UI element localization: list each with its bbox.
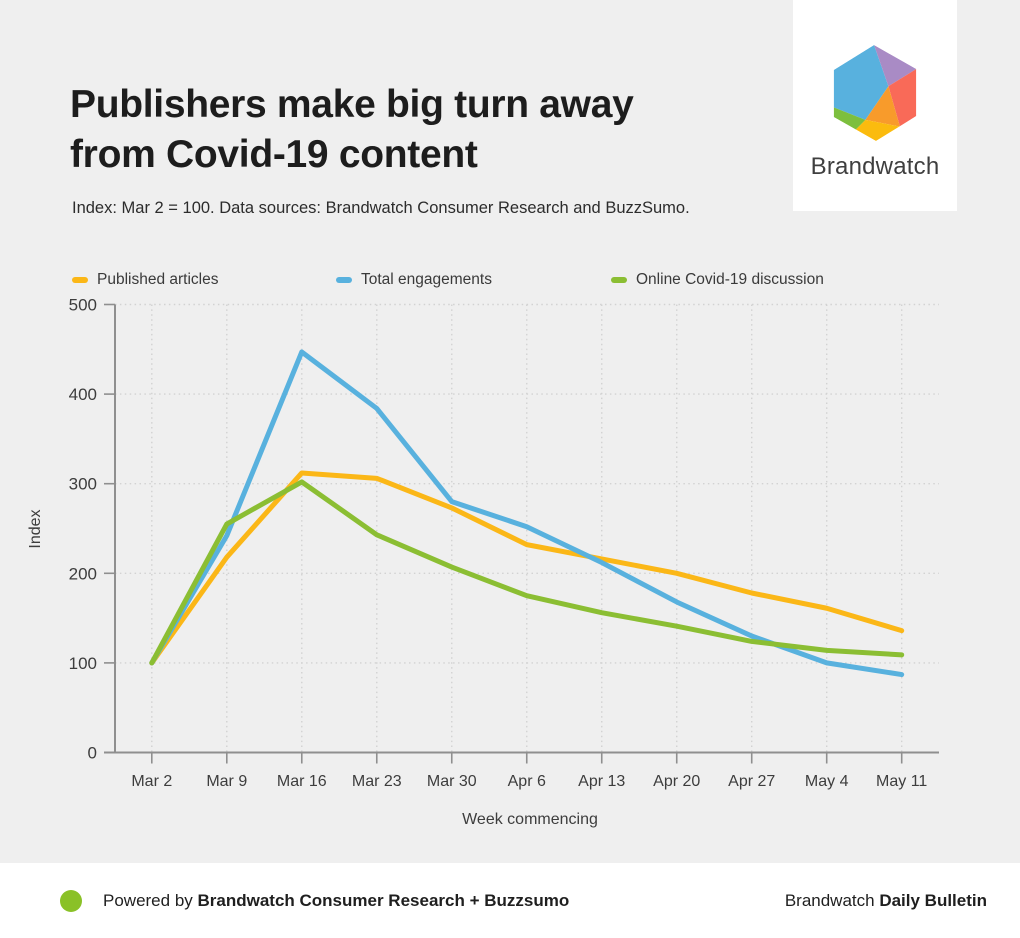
brandwatch-logo-text: Brandwatch (810, 153, 940, 180)
line-chart: 0 100 200 300 400 500 Mar 2 Mar 9 Mar 16 Mar 23 Ma… (27, 296, 939, 828)
x-tick-label: May 4 (805, 773, 849, 790)
x-tick-label: May 11 (876, 773, 927, 790)
line-chart-canvas: 0 100 200 300 400 500 Mar 2 Mar 9 Mar 16 Mar 23 Ma… (27, 296, 939, 828)
page-title-line-1: Publishers make big turn away (70, 83, 634, 126)
x-tick-label: Mar 23 (352, 773, 402, 790)
chart-subtitle: Index: Mar 2 = 100. Data sources: Brandw… (72, 199, 690, 217)
legend-item-total-engagements[interactable]: Total engagements (336, 271, 492, 289)
logo-facet-green (833, 107, 866, 130)
legend-label-online-covid-discussion: Online Covid-19 discussion (636, 271, 824, 288)
y-tick-label: 400 (69, 385, 97, 404)
footer-powered-by-prefix: Powered by (103, 890, 198, 910)
x-tick-label: Apr 13 (578, 773, 625, 790)
page-title: Publishers make big turn away from Covid… (70, 80, 770, 180)
logo-facet-yellow (855, 119, 900, 141)
legend-swatch-published-articles (72, 277, 88, 283)
footer-powered-by-source: Brandwatch Consumer Research + Buzzsumo (197, 890, 570, 910)
series-line-published-articles (149, 470, 905, 666)
x-axis-title: Week commencing (462, 811, 598, 828)
y-axis-title: Index (27, 509, 44, 548)
footer-powered-by: Powered by Brandwatch Consumer Research … (103, 891, 569, 911)
footer-brand-bulletin: Daily Bulletin (879, 890, 987, 910)
x-tick-label: Mar 30 (427, 773, 477, 790)
logo-facet-orange (865, 86, 900, 127)
legend-label-total-engagements: Total engagements (361, 271, 492, 288)
page-title-line-2: from Covid-19 content (70, 133, 478, 176)
series-line-online-covid-19-discussion (149, 479, 905, 666)
legend-item-published-articles[interactable]: Published articles (72, 271, 218, 289)
x-tick-label: Apr 27 (728, 773, 775, 790)
x-tick-label: Mar 16 (277, 773, 327, 790)
legend-label-published-articles: Published articles (97, 271, 219, 288)
y-tick-label: 0 (88, 744, 97, 763)
brandwatch-hexagon-icon (833, 45, 917, 141)
y-tick-label: 500 (69, 296, 97, 315)
y-tick-label: 100 (69, 654, 97, 673)
footer-green-dot-icon (60, 889, 82, 912)
footer-bar: Powered by Brandwatch Consumer Research … (0, 863, 1020, 938)
x-tick-label: Mar 2 (131, 773, 172, 790)
logo-facet-coral (888, 69, 917, 127)
legend-swatch-total-engagements (336, 277, 352, 283)
footer-brand: Brandwatch Daily Bulletin (785, 891, 987, 911)
x-tick-label: Apr 20 (653, 773, 700, 790)
y-tick-label: 300 (69, 475, 97, 494)
legend-swatch-online-covid-discussion (611, 277, 627, 283)
brandwatch-logo-card: Brandwatch (793, 0, 957, 211)
logo-facet-blue (833, 45, 889, 120)
x-tick-label: Apr 6 (508, 773, 546, 790)
footer-brand-prefix: Brandwatch (784, 890, 880, 910)
chart-legend: Published articles Total engagements Onl… (0, 271, 1020, 291)
y-tick-label: 200 (69, 564, 97, 583)
x-tick-label: Mar 9 (206, 773, 247, 790)
legend-item-online-covid-discussion[interactable]: Online Covid-19 discussion (611, 271, 824, 289)
logo-facet-purple (874, 45, 917, 87)
